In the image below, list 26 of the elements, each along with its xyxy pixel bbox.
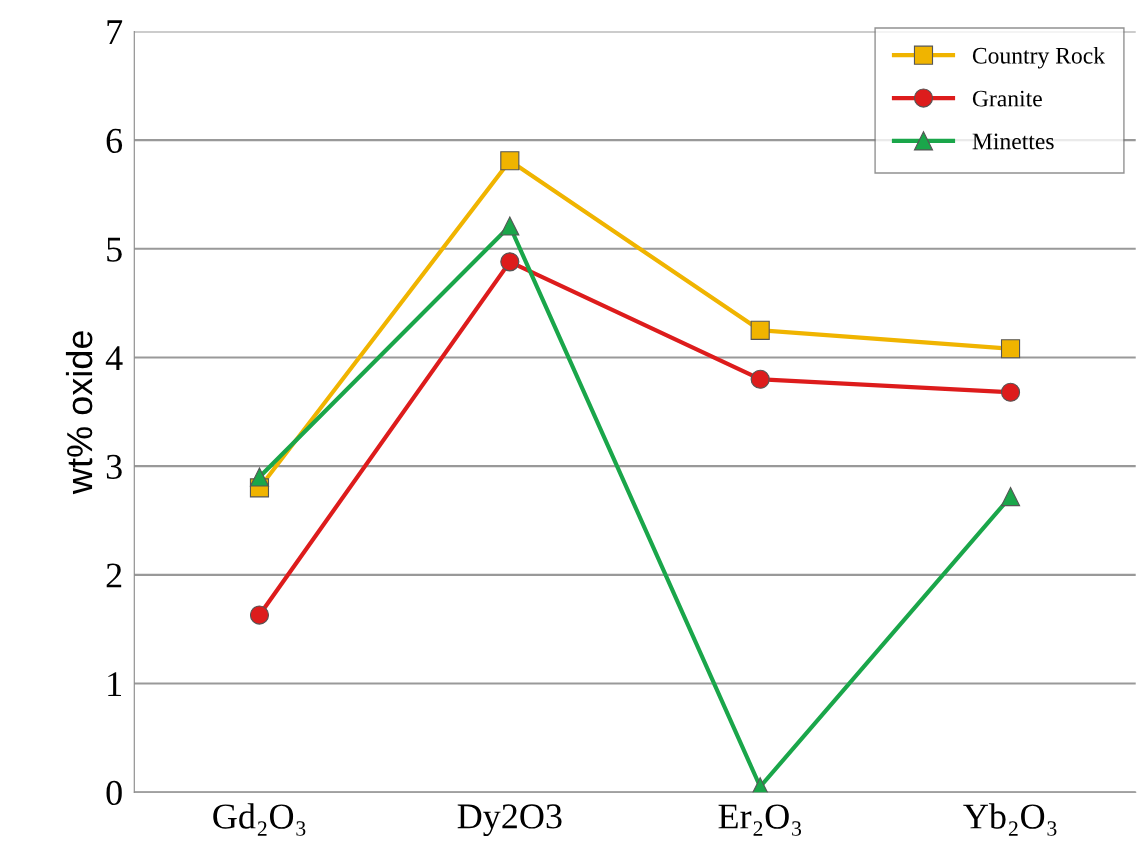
point <box>500 216 520 236</box>
y-axis-title: wt% oxide <box>65 331 93 495</box>
legend-label: Granite <box>972 90 1042 107</box>
y-tick-label: 1 <box>108 672 122 697</box>
y-tick-label: 6 <box>106 128 123 154</box>
x-tick-label: Gd₂O₃ <box>213 803 306 836</box>
y-tick-label: 2 <box>106 563 122 588</box>
point <box>500 151 520 171</box>
point <box>750 320 770 340</box>
point <box>750 369 770 389</box>
point <box>500 252 520 272</box>
point <box>249 605 270 625</box>
point <box>1000 382 1021 402</box>
y-tick-label: 3 <box>106 454 122 480</box>
point <box>1000 487 1021 507</box>
x-tick-label: Er₂O₃ <box>718 804 802 836</box>
x-tick-label: Yb₂O₃ <box>963 803 1057 836</box>
legend-label: Minettes <box>972 133 1054 150</box>
y-tick-label: 0 <box>106 780 122 806</box>
y-tick-label: 5 <box>107 237 122 262</box>
x-tick-label: Dy2O3 <box>457 804 562 837</box>
point <box>1000 339 1021 359</box>
legend-label: Country Rock <box>972 47 1106 69</box>
y-tick-label: 7 <box>107 20 123 44</box>
y-tick-label: 4 <box>105 346 123 371</box>
point <box>249 467 270 487</box>
